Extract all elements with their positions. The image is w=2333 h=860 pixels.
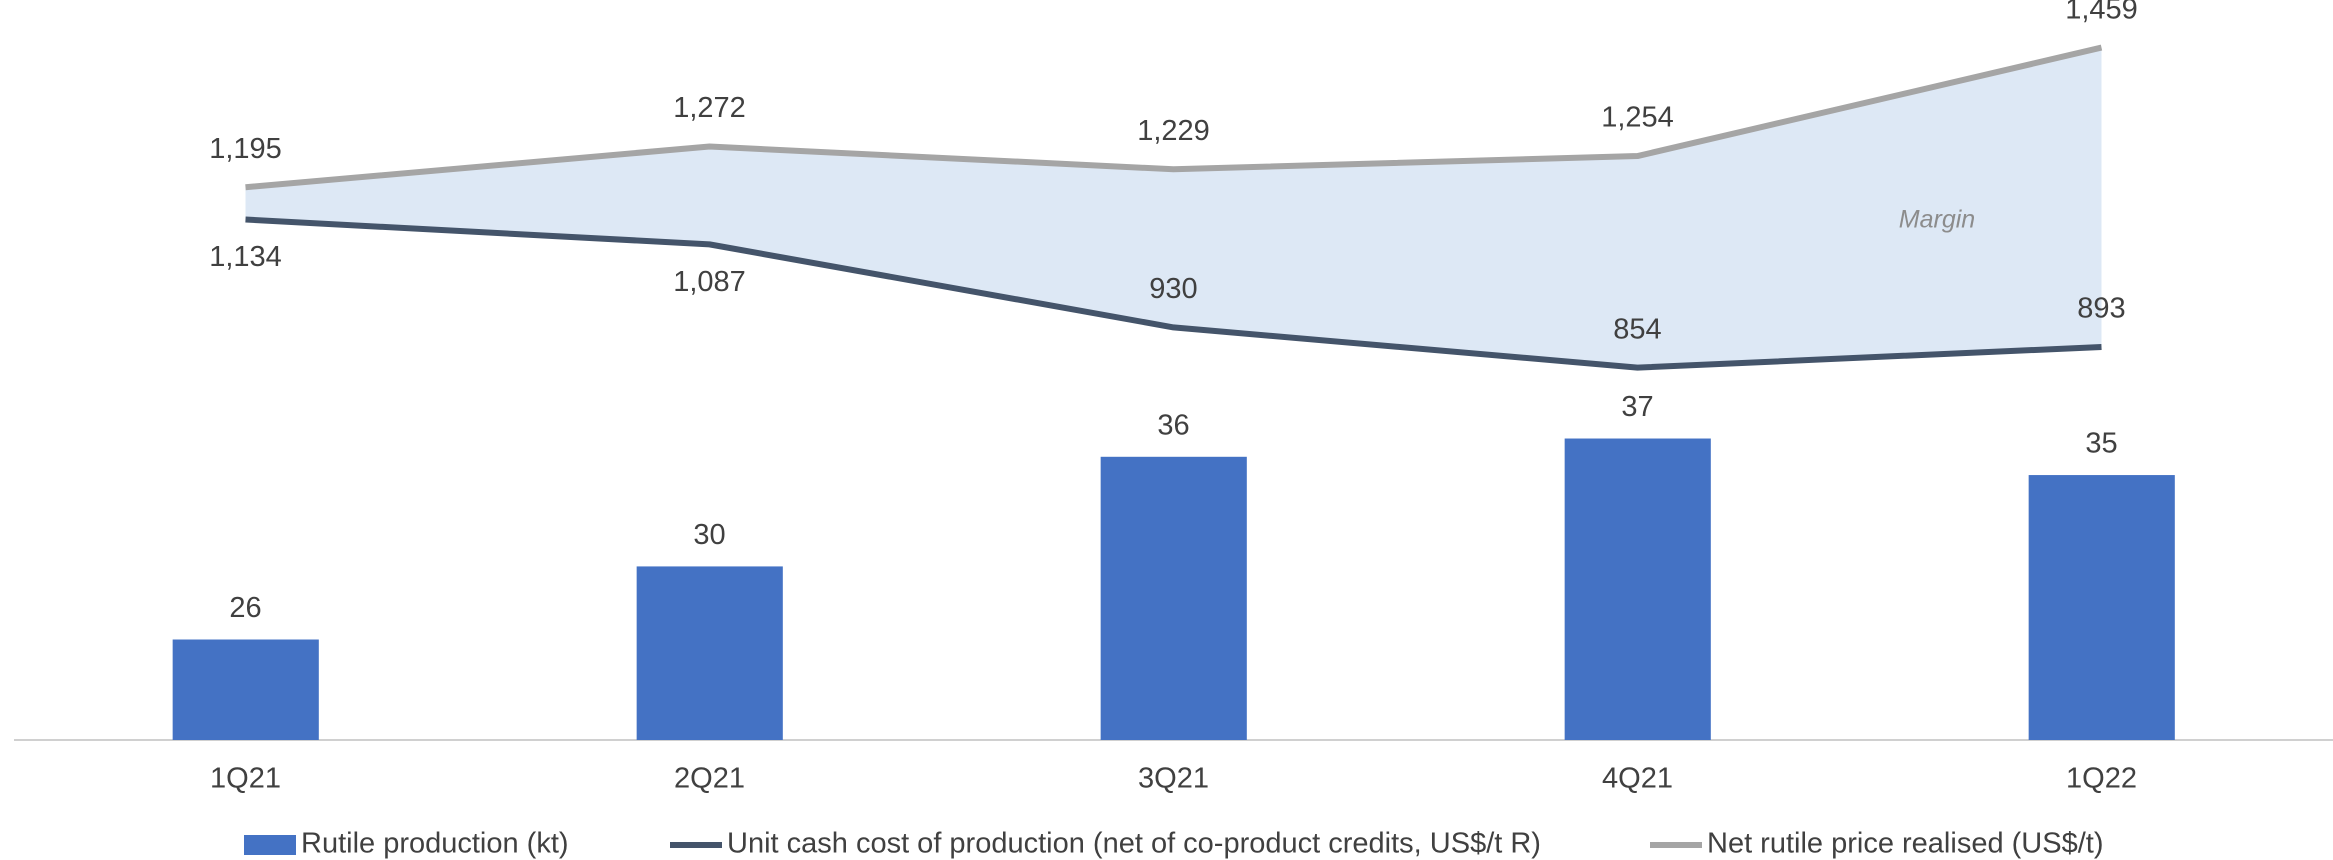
data-label: 36 xyxy=(1157,409,1189,441)
data-label: 1,195 xyxy=(209,133,282,165)
data-label: 1,087 xyxy=(673,266,746,298)
annotation: Margin xyxy=(1899,206,1975,234)
data-label: 1,459 xyxy=(2065,0,2138,25)
line xyxy=(245,44,2103,191)
data-label: 1,229 xyxy=(1137,115,1210,147)
legend-label: Net rutile price realised (US$/t) xyxy=(1707,828,2103,860)
bar xyxy=(1100,456,1247,740)
legend-swatch xyxy=(244,835,296,855)
data-label: 1,272 xyxy=(673,92,746,124)
data-label: 893 xyxy=(2077,293,2125,325)
data-label: 1,134 xyxy=(209,241,282,273)
bar xyxy=(1564,438,1711,740)
bar xyxy=(2028,475,2175,740)
legend-label: Rutile production (kt) xyxy=(301,828,569,860)
data-label: 26 xyxy=(229,592,261,624)
x-tick-label: 1Q21 xyxy=(210,763,281,795)
x-tick-label: 4Q21 xyxy=(1602,763,1673,795)
x-tick-label: 2Q21 xyxy=(674,763,745,795)
bar xyxy=(172,639,319,740)
line xyxy=(245,216,2102,371)
margin-area xyxy=(245,47,2102,368)
bar xyxy=(636,566,783,740)
data-label: 930 xyxy=(1149,273,1197,305)
data-label: 37 xyxy=(1621,391,1653,423)
x-tick-label: 1Q22 xyxy=(2066,763,2137,795)
x-tick-label: 3Q21 xyxy=(1138,763,1209,795)
data-label: 854 xyxy=(1613,313,1661,345)
legend-label: Unit cash cost of production (net of co-… xyxy=(727,828,1541,860)
data-label: 35 xyxy=(2085,428,2117,460)
data-label: 30 xyxy=(693,519,725,551)
data-label: 1,254 xyxy=(1601,102,1674,134)
